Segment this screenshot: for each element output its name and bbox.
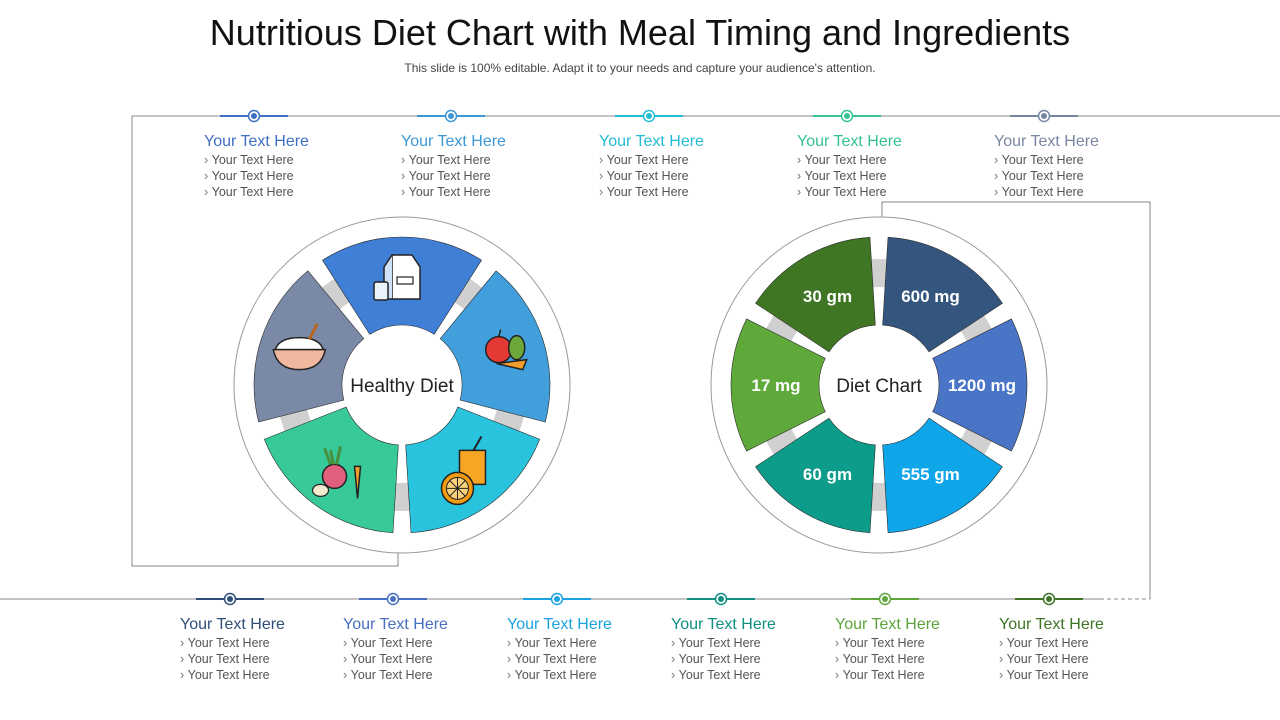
top-block-item: Your Text Here	[994, 168, 1144, 184]
bottom-block-item: Your Text Here	[180, 667, 330, 683]
top-block-item: Your Text Here	[994, 152, 1144, 168]
right-wheel-value-4: 60 gm	[803, 465, 852, 484]
bottom-block-item: Your Text Here	[507, 635, 657, 651]
top-marker-3	[615, 109, 683, 123]
right-wheel-value-6: 30 gm	[803, 287, 852, 306]
right-wheel-value-1: 600 mg	[901, 287, 960, 306]
bottom-block-heading: Your Text Here	[507, 616, 612, 633]
left-wheel-center-label: Healthy Diet	[350, 376, 454, 397]
right-wheel-value-5: 17 mg	[751, 376, 800, 395]
right-wheel-segment-5	[730, 318, 826, 452]
right-wheel-segment-1	[882, 236, 1003, 353]
top-block-item: Your Text Here	[204, 184, 354, 200]
bottom-block-item: Your Text Here	[343, 667, 493, 683]
bottom-block-item: Your Text Here	[507, 651, 657, 667]
root-vegetables-icon	[311, 446, 362, 499]
right-wheel-hub	[817, 323, 941, 447]
juice-glass-icon	[440, 435, 487, 506]
bottom-block-item: Your Text Here	[343, 651, 493, 667]
top-block-heading: Your Text Here	[994, 133, 1099, 150]
bottom-block-item: Your Text Here	[671, 667, 821, 683]
top-block-item: Your Text Here	[994, 184, 1144, 200]
bottom-block-item: Your Text Here	[507, 667, 657, 683]
top-marker-1	[220, 109, 288, 123]
top-block-item: Your Text Here	[797, 152, 947, 168]
bottom-block-item: Your Text Here	[835, 635, 985, 651]
bottom-marker-5	[851, 592, 919, 606]
top-block-heading: Your Text Here	[401, 133, 506, 150]
top-block-item: Your Text Here	[401, 168, 551, 184]
right-wheel-segment-2	[932, 318, 1028, 452]
bottom-block-heading: Your Text Here	[835, 616, 940, 633]
bottom-block-item: Your Text Here	[835, 667, 985, 683]
bottom-marker-1	[196, 592, 264, 606]
top-block-item: Your Text Here	[204, 152, 354, 168]
rice-bowl-icon	[272, 322, 327, 371]
top-block-item: Your Text Here	[401, 184, 551, 200]
healthy-diet-wheel: Healthy Diet	[233, 216, 571, 554]
timeline-markers	[196, 109, 1083, 606]
top-block-item: Your Text Here	[599, 152, 749, 168]
diet-chart-wheel: 600 mg 1200 mg 555 gm 60 gm 17 mg 30 gm Diet C…	[710, 216, 1048, 554]
top-marker-4	[813, 109, 881, 123]
top-block-heading: Your Text Here	[599, 133, 704, 150]
top-block-item: Your Text Here	[401, 152, 551, 168]
fruits-vegetables-icon	[484, 329, 528, 371]
bottom-block-item: Your Text Here	[999, 651, 1149, 667]
slide-title: Nutritious Diet Chart with Meal Timing a…	[209, 12, 1071, 53]
bottom-block-item: Your Text Here	[180, 651, 330, 667]
milk-carton-icon	[373, 254, 421, 301]
right-wheel-center-label: Diet Chart	[836, 376, 922, 397]
bottom-block-item: Your Text Here	[999, 667, 1149, 683]
top-block-item: Your Text Here	[599, 184, 749, 200]
bottom-marker-4	[687, 592, 755, 606]
top-block-item: Your Text Here	[797, 184, 947, 200]
bottom-marker-6	[1015, 592, 1083, 606]
right-wheel-segment-4	[755, 417, 876, 534]
bottom-block-item: Your Text Here	[999, 635, 1149, 651]
bottom-marker-2	[359, 592, 427, 606]
top-marker-5	[1010, 109, 1078, 123]
slide-subtitle: This slide is 100% editable. Adapt it to…	[404, 61, 876, 75]
top-marker-2	[417, 109, 485, 123]
right-wheel-segment-3	[882, 417, 1003, 534]
top-block-item: Your Text Here	[204, 168, 354, 184]
bottom-block-heading: Your Text Here	[343, 616, 448, 633]
bottom-marker-3	[523, 592, 591, 606]
top-block-item: Your Text Here	[797, 168, 947, 184]
bottom-block-heading: Your Text Here	[180, 616, 285, 633]
right-wheel-value-2: 1200 mg	[948, 376, 1016, 395]
bottom-block-heading: Your Text Here	[671, 616, 776, 633]
top-block-item: Your Text Here	[599, 168, 749, 184]
bottom-block-item: Your Text Here	[180, 635, 330, 651]
right-wheel-segment-6	[755, 236, 876, 353]
top-block-heading: Your Text Here	[204, 133, 309, 150]
left-wheel-hub	[340, 323, 464, 447]
bottom-block-item: Your Text Here	[835, 651, 985, 667]
bottom-block-item: Your Text Here	[671, 635, 821, 651]
right-wheel-value-3: 555 gm	[901, 465, 960, 484]
bottom-block-heading: Your Text Here	[999, 616, 1104, 633]
bottom-block-item: Your Text Here	[343, 635, 493, 651]
bottom-block-item: Your Text Here	[671, 651, 821, 667]
top-block-heading: Your Text Here	[797, 133, 902, 150]
